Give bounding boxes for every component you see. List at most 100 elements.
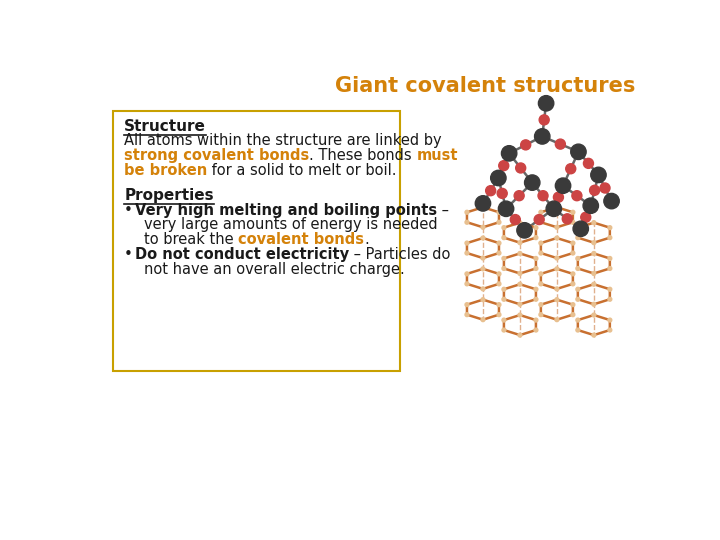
Circle shape xyxy=(576,256,580,260)
Circle shape xyxy=(502,267,506,271)
Circle shape xyxy=(571,210,575,214)
Circle shape xyxy=(555,139,565,149)
Circle shape xyxy=(475,195,490,211)
Circle shape xyxy=(465,272,469,276)
Circle shape xyxy=(608,236,612,240)
Circle shape xyxy=(583,198,598,213)
Circle shape xyxy=(497,251,501,255)
Circle shape xyxy=(538,191,548,201)
Text: very large amounts of energy is needed: very large amounts of energy is needed xyxy=(144,217,438,232)
Circle shape xyxy=(539,210,543,214)
Circle shape xyxy=(502,328,506,332)
Circle shape xyxy=(539,303,543,307)
Circle shape xyxy=(571,144,586,159)
Text: – Particles do: – Particles do xyxy=(349,247,451,262)
Circle shape xyxy=(518,221,522,225)
Circle shape xyxy=(518,282,522,286)
Circle shape xyxy=(534,287,538,291)
Circle shape xyxy=(555,256,559,260)
Circle shape xyxy=(539,96,554,111)
Text: –: – xyxy=(437,202,449,218)
Circle shape xyxy=(583,158,593,168)
Circle shape xyxy=(581,212,590,222)
Circle shape xyxy=(592,241,595,245)
Text: must: must xyxy=(417,148,458,163)
Circle shape xyxy=(576,236,580,240)
Circle shape xyxy=(608,318,612,322)
Circle shape xyxy=(498,201,514,217)
Circle shape xyxy=(465,241,469,245)
Text: . These bonds: . These bonds xyxy=(310,148,417,163)
Circle shape xyxy=(534,236,538,240)
Circle shape xyxy=(576,267,580,271)
Circle shape xyxy=(481,225,485,229)
Circle shape xyxy=(517,222,532,238)
Text: Giant covalent structures: Giant covalent structures xyxy=(335,76,636,96)
Circle shape xyxy=(546,201,562,217)
Circle shape xyxy=(481,256,485,260)
Circle shape xyxy=(502,236,506,240)
Circle shape xyxy=(592,252,595,255)
Circle shape xyxy=(534,214,544,225)
Circle shape xyxy=(518,241,522,245)
Circle shape xyxy=(481,298,485,301)
Circle shape xyxy=(501,146,517,161)
Circle shape xyxy=(592,302,595,306)
Circle shape xyxy=(534,298,538,301)
Circle shape xyxy=(539,251,543,255)
Circle shape xyxy=(534,226,538,230)
Text: not have an overall electric charge.: not have an overall electric charge. xyxy=(144,262,405,277)
Circle shape xyxy=(514,191,524,201)
Circle shape xyxy=(465,220,469,224)
Circle shape xyxy=(465,303,469,307)
Circle shape xyxy=(502,298,506,301)
Circle shape xyxy=(518,252,522,255)
Circle shape xyxy=(608,328,612,332)
Circle shape xyxy=(497,241,501,245)
Circle shape xyxy=(486,186,495,195)
Circle shape xyxy=(590,167,606,183)
Circle shape xyxy=(534,267,538,271)
Circle shape xyxy=(497,282,501,286)
Circle shape xyxy=(465,313,469,316)
Circle shape xyxy=(600,183,610,193)
Circle shape xyxy=(555,287,559,291)
Circle shape xyxy=(539,272,543,276)
Circle shape xyxy=(539,115,549,125)
Circle shape xyxy=(534,129,550,144)
Circle shape xyxy=(592,221,595,225)
Circle shape xyxy=(465,210,469,214)
Circle shape xyxy=(481,287,485,291)
Circle shape xyxy=(497,272,501,276)
Circle shape xyxy=(555,318,559,322)
Circle shape xyxy=(534,328,538,332)
Circle shape xyxy=(592,313,595,317)
Circle shape xyxy=(481,267,485,271)
Circle shape xyxy=(502,287,506,291)
Circle shape xyxy=(555,236,559,240)
Circle shape xyxy=(554,192,564,202)
Text: •: • xyxy=(124,247,133,262)
Circle shape xyxy=(539,241,543,245)
Circle shape xyxy=(481,205,485,209)
Circle shape xyxy=(497,303,501,307)
Text: All atoms within the structure are linked by: All atoms within the structure are linke… xyxy=(124,133,442,148)
Circle shape xyxy=(465,282,469,286)
Circle shape xyxy=(521,140,531,150)
Circle shape xyxy=(566,164,576,174)
Circle shape xyxy=(571,272,575,276)
Text: covalent bonds: covalent bonds xyxy=(238,232,364,247)
Circle shape xyxy=(502,318,506,322)
Circle shape xyxy=(592,272,595,275)
Circle shape xyxy=(534,318,538,322)
Circle shape xyxy=(555,267,559,271)
Circle shape xyxy=(555,178,571,193)
Circle shape xyxy=(499,161,509,171)
Circle shape xyxy=(525,175,540,190)
Circle shape xyxy=(518,333,522,337)
Text: for a solid to melt or boil.: for a solid to melt or boil. xyxy=(207,163,397,178)
Circle shape xyxy=(571,303,575,307)
Circle shape xyxy=(592,282,595,286)
Circle shape xyxy=(498,188,507,198)
Circle shape xyxy=(608,267,612,271)
